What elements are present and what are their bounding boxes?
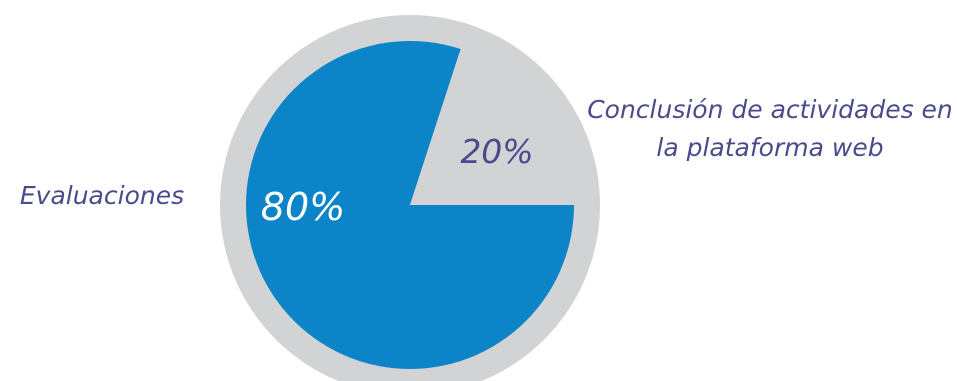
category-label-evaluaciones: Evaluaciones — [20, 181, 184, 210]
category-label-conclusion-line1: Conclusión de actividades en — [587, 95, 953, 124]
pie-slice-conclusion — [410, 52, 570, 205]
category-label-conclusion-line2: la plataforma web — [656, 133, 883, 162]
pie-label-evaluaciones-value: 80% — [261, 185, 345, 229]
pie-label-conclusion-value: 20% — [460, 132, 533, 171]
